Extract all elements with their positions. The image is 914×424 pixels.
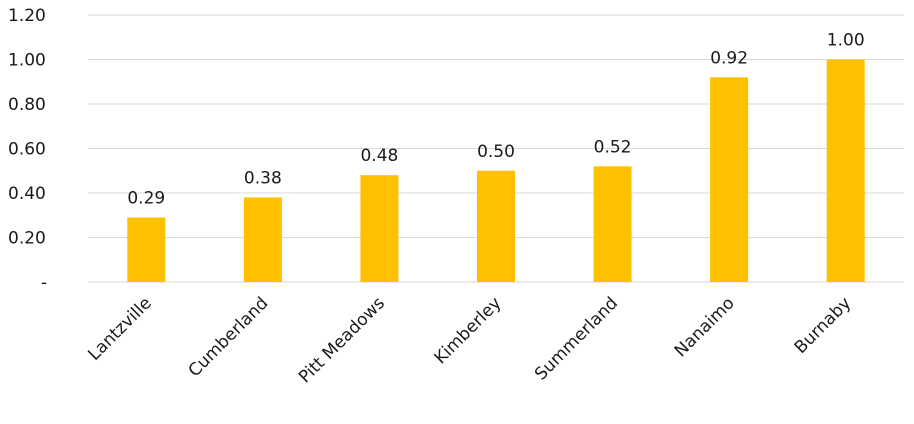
bar-nanaimo [710,77,749,282]
y-tick-label: 1.00 [8,51,46,71]
x-tick-label: Kimberley [431,293,506,368]
data-label: 0.29 [127,188,165,208]
bar-summerland [593,166,632,282]
x-tick-label: Nanaimo [671,293,739,361]
y-tick-label: 0.40 [8,184,46,204]
bar-kimberley [477,170,515,282]
y-tick-label: - [41,273,47,293]
y-tick-label: 0.20 [8,229,46,249]
data-label: 1.00 [827,31,865,51]
data-label: 0.48 [360,146,398,166]
x-tick-label: Burnaby [791,293,855,357]
y-tick-label: 0.60 [8,140,46,160]
bar-pitt-meadows [360,175,399,282]
x-tick-label: Lantzville [84,293,155,364]
data-label: 0.50 [477,142,515,162]
bars [127,59,865,282]
bar-lantzville [127,217,166,282]
bar-burnaby [826,59,865,282]
y-tick-label: 1.20 [8,6,46,26]
data-label: 0.52 [594,137,632,157]
data-label: 0.38 [244,168,282,188]
y-tick-label: 0.80 [8,95,46,115]
bar-cumberland [243,197,282,282]
x-axis-labels: Lantzville Cumberland Pitt Meadows Kimberle… [84,293,855,387]
x-tick-label: Summerland [531,293,622,384]
x-tick-label: Cumberland [185,293,273,381]
data-label: 0.92 [710,48,748,68]
x-tick-label: Pitt Meadows [295,293,389,387]
y-axis-ticks: - 0.20 0.40 0.60 0.80 1.00 1.20 [8,6,47,293]
data-labels: 0.29 0.38 0.48 0.50 0.52 0.92 1.00 [127,31,864,209]
